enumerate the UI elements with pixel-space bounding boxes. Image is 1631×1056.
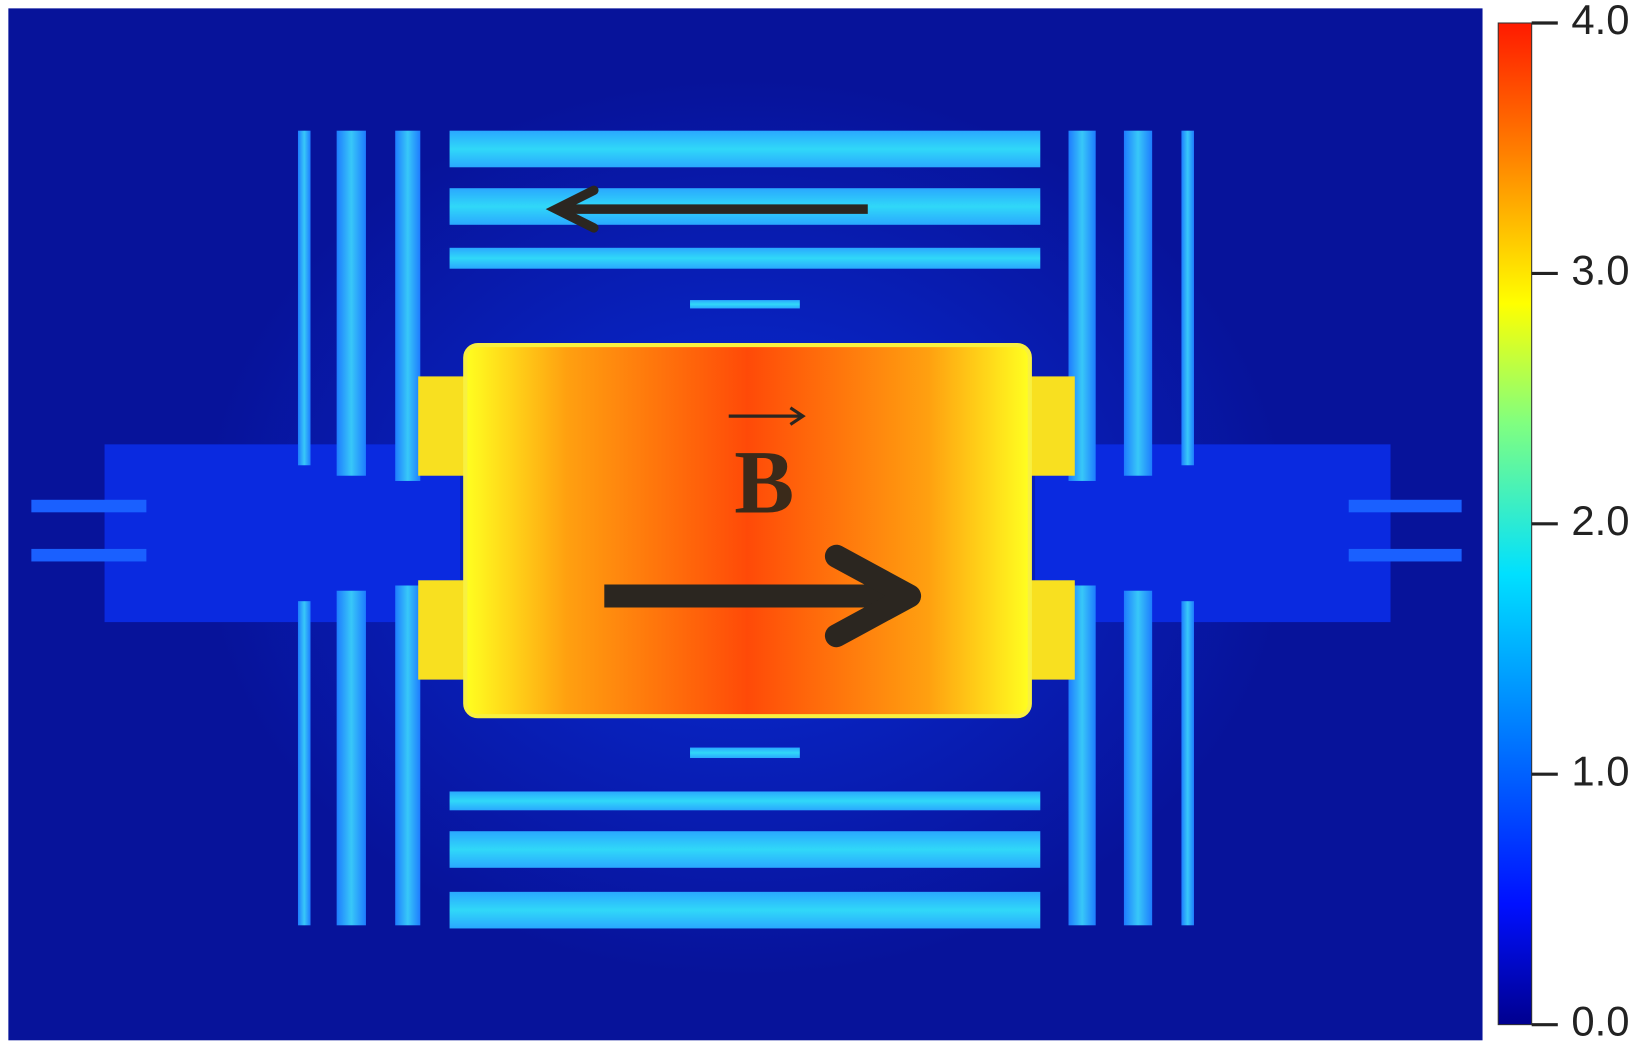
colorbar-tick-label: 1.0 bbox=[1571, 747, 1629, 794]
field-label: B bbox=[734, 433, 794, 532]
colorbar-tick-label: 3.0 bbox=[1571, 246, 1629, 293]
colorbar: 0.0 1.0 2.0 3.0 4.0 bbox=[1497, 0, 1630, 1045]
colorbar-tick-label: 2.0 bbox=[1571, 497, 1629, 544]
colorbar-tick-label: 4.0 bbox=[1571, 0, 1629, 43]
field-map: B bbox=[8, 8, 1483, 1041]
colorbar-tick-label: 0.0 bbox=[1571, 998, 1629, 1045]
